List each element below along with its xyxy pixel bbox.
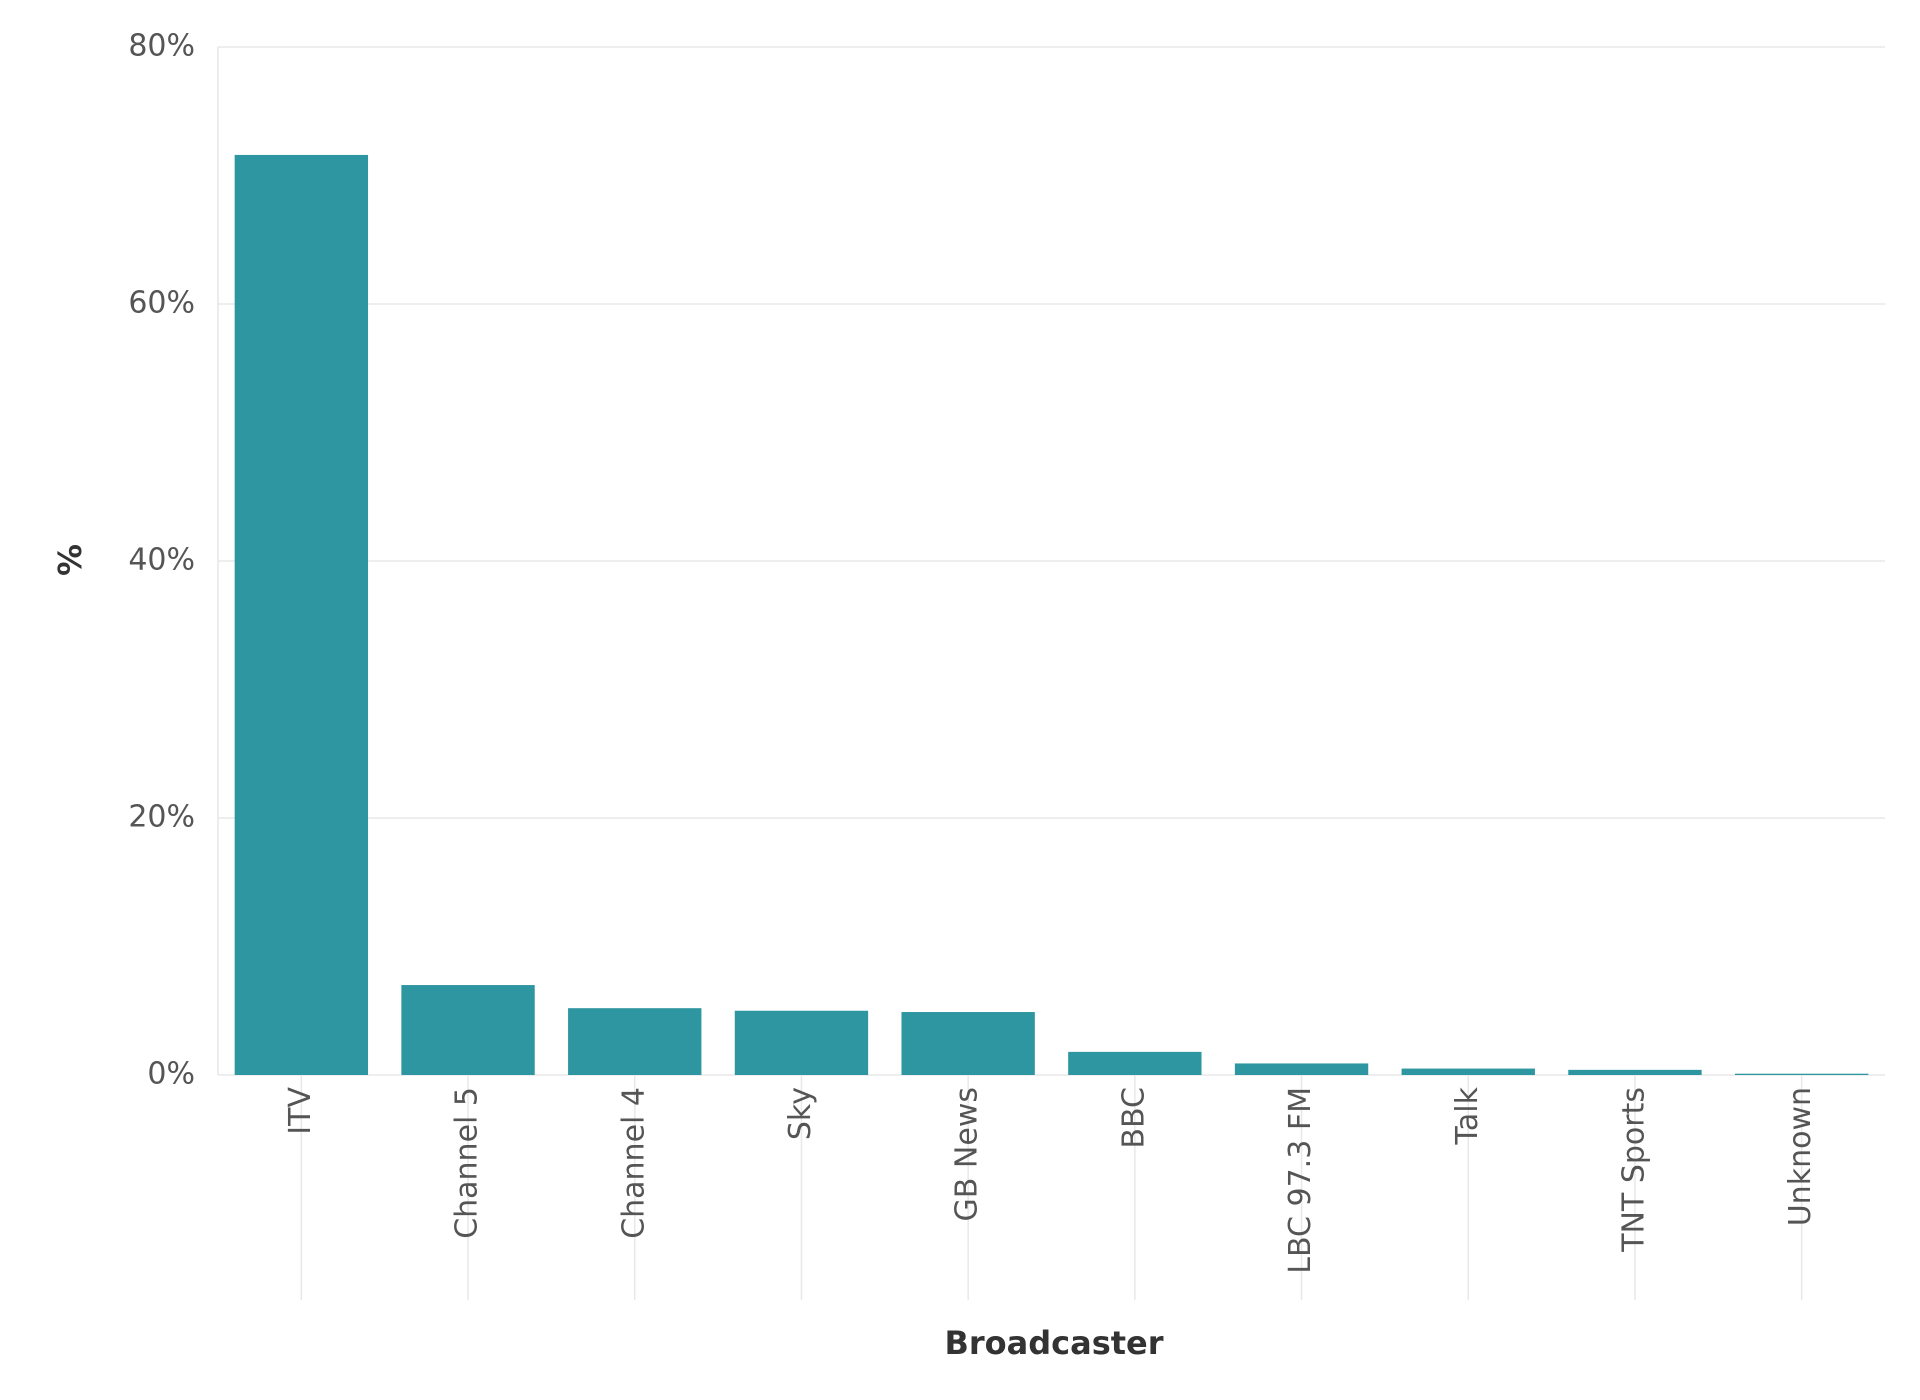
x-tick-label: LBC 97.3 FM: [1283, 1087, 1318, 1274]
bar: [1401, 1068, 1535, 1075]
x-tick-label: Talk: [1450, 1086, 1485, 1145]
bar: [1068, 1051, 1202, 1075]
bar: [234, 154, 369, 1075]
x-axis-title: Broadcaster: [944, 1324, 1163, 1362]
x-tick-label: Unknown: [1783, 1087, 1818, 1226]
bar: [401, 985, 535, 1075]
y-tick-label: 20%: [128, 800, 195, 835]
bar: [901, 1012, 1035, 1075]
bar: [734, 1010, 869, 1075]
y-tick-label: 80%: [128, 29, 195, 64]
x-tick-label: Sky: [783, 1087, 818, 1140]
x-tick-label: GB News: [950, 1087, 985, 1221]
y-tick-label: 60%: [128, 286, 195, 321]
x-tick-label: Channel 4: [616, 1087, 651, 1239]
y-axis-title: %: [51, 544, 89, 576]
y-tick-label: 0%: [147, 1057, 195, 1092]
bar: [568, 1008, 702, 1075]
x-tick-label: BBC: [1116, 1087, 1151, 1149]
bar: [1568, 1069, 1702, 1075]
x-tick-label: ITV: [283, 1087, 318, 1135]
bar: [1734, 1073, 1869, 1075]
y-tick-label: 40%: [128, 543, 195, 578]
x-tick-label: TNT Sports: [1616, 1087, 1651, 1253]
bar: [1234, 1063, 1369, 1075]
x-tick-label: Channel 5: [450, 1087, 485, 1239]
